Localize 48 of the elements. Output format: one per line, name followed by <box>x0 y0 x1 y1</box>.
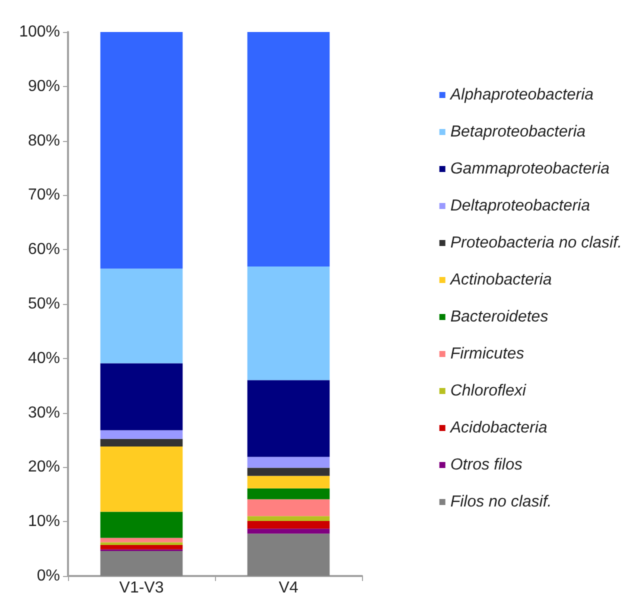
bar <box>247 528 330 534</box>
legend-label: Alphaproteobacteria <box>449 86 594 104</box>
y-tick-label: 10% <box>28 513 60 530</box>
legend-label: Proteobacteria no clasif. <box>450 234 622 252</box>
bar <box>100 268 183 364</box>
bar <box>247 456 330 468</box>
y-tick-label: 60% <box>28 241 60 258</box>
bar <box>100 32 183 269</box>
legend-label: Deltaproteobacteria <box>450 198 590 214</box>
y-tick-label: 0% <box>36 568 60 584</box>
y-tick-label: 20% <box>28 458 60 476</box>
legend-label: Gammaproteobacteria <box>450 160 610 178</box>
legend-label: Acidobacteria <box>449 420 548 436</box>
bar <box>247 488 330 500</box>
bar <box>100 544 183 550</box>
bar <box>247 499 330 516</box>
bar <box>100 446 183 512</box>
bar <box>100 542 183 545</box>
legend-label: Chloroflexi <box>450 382 526 400</box>
legend-label: Actinobacteria <box>449 272 552 288</box>
y-tick-label: 40% <box>28 350 60 367</box>
y-tick-label: 70% <box>28 186 60 204</box>
bar <box>100 430 183 439</box>
bar <box>247 380 330 457</box>
bar <box>247 266 330 380</box>
bar <box>247 476 330 488</box>
legend-label: Otros filos <box>450 456 522 474</box>
legend-label: Firmicutes <box>450 346 524 362</box>
bar <box>247 468 330 476</box>
bar <box>247 32 330 266</box>
y-tick-label: 90% <box>28 78 60 95</box>
legend-label: Bacteroidetes <box>450 308 548 326</box>
y-tick-label: 30% <box>28 404 60 422</box>
y-tick-label: 100% <box>19 24 60 40</box>
bar <box>100 438 183 447</box>
y-tick-label: 50% <box>28 296 60 312</box>
x-tick-label: V4 <box>278 580 298 596</box>
legend-label: Betaproteobacteria <box>450 124 586 140</box>
bar <box>247 516 330 522</box>
bar <box>100 363 183 430</box>
bar <box>100 550 183 576</box>
legend-label: Filos no clasif. <box>450 494 552 510</box>
bar <box>247 521 330 529</box>
bar <box>100 538 183 542</box>
bar <box>247 534 330 576</box>
x-tick-label: V1-V3 <box>119 580 164 596</box>
y-tick-label: 80% <box>28 132 60 150</box>
bar <box>100 512 183 538</box>
